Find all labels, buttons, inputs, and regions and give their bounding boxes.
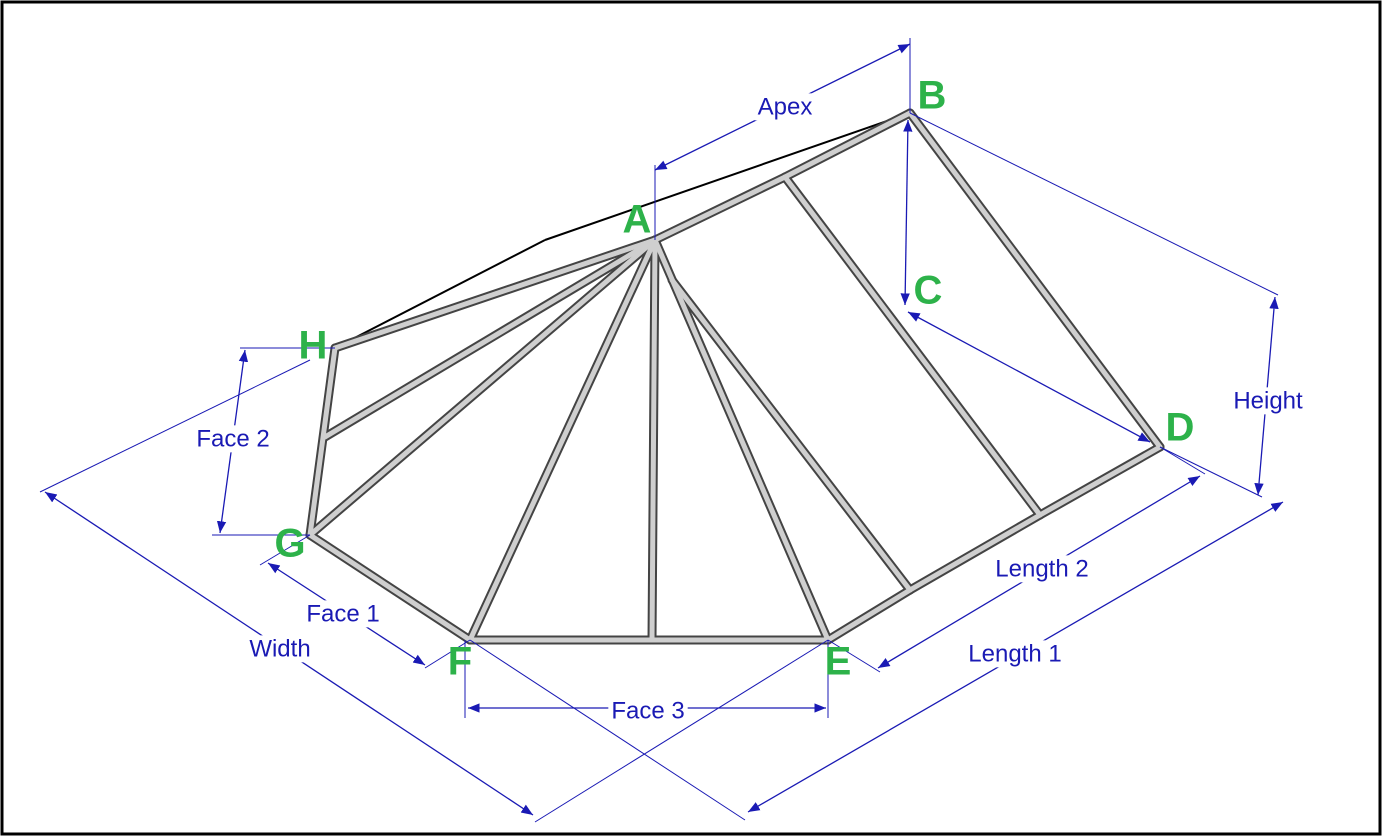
dimension-label: Length 2 — [995, 555, 1088, 582]
dimension-label: Height — [1233, 387, 1303, 414]
dimension-label: Face 1 — [306, 600, 379, 627]
point-label: H — [299, 324, 328, 368]
dimension-label: Apex — [758, 93, 813, 120]
dimension-label: Width — [249, 635, 310, 662]
point-label: F — [448, 640, 472, 684]
roof-diagram: A B C D E F G H Apex Height Face 2 Face … — [0, 0, 1382, 836]
dimension-label: Face 2 — [196, 425, 269, 452]
point-label: E — [825, 640, 852, 684]
dimension-label: Length 1 — [968, 640, 1061, 667]
point-label: A — [623, 198, 652, 242]
point-label: B — [918, 74, 947, 118]
dimension-label: Face 3 — [611, 697, 684, 724]
point-label: C — [914, 269, 943, 313]
glazing-bar — [652, 240, 655, 640]
point-label: G — [274, 522, 305, 566]
point-label: D — [1166, 406, 1195, 450]
